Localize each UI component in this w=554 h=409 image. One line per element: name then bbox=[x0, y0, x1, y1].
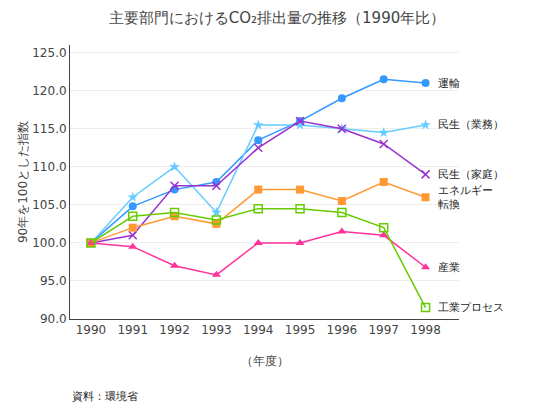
svg-text:110.0: 110.0 bbox=[32, 160, 66, 174]
svg-text:工業プロセス: 工業プロセス bbox=[438, 301, 504, 314]
svg-text:125.0: 125.0 bbox=[32, 46, 66, 60]
svg-text:主要部門におけるCO₂排出量の推移（1990年比）: 主要部門におけるCO₂排出量の推移（1990年比） bbox=[109, 9, 445, 27]
svg-text:1995: 1995 bbox=[285, 323, 316, 337]
svg-text:120.0: 120.0 bbox=[32, 84, 66, 98]
svg-text:1998: 1998 bbox=[410, 323, 441, 337]
svg-text:1993: 1993 bbox=[201, 323, 232, 337]
svg-text:105.0: 105.0 bbox=[32, 198, 66, 212]
svg-text:1997: 1997 bbox=[368, 323, 399, 337]
svg-text:（年度）: （年度） bbox=[241, 354, 289, 368]
svg-text:90年を100とした指数: 90年を100とした指数 bbox=[16, 121, 30, 243]
svg-text:1991: 1991 bbox=[117, 323, 148, 337]
svg-text:1992: 1992 bbox=[159, 323, 190, 337]
svg-text:エネルギー転換: エネルギー転換 bbox=[438, 184, 493, 211]
svg-text:100.0: 100.0 bbox=[32, 236, 66, 250]
svg-text:1990: 1990 bbox=[76, 323, 107, 337]
svg-text:産業: 産業 bbox=[438, 261, 460, 274]
svg-text:90.0: 90.0 bbox=[40, 312, 67, 326]
svg-text:資料：環境省: 資料：環境省 bbox=[72, 390, 138, 403]
svg-text:115.0: 115.0 bbox=[32, 122, 66, 136]
svg-text:1994: 1994 bbox=[243, 323, 274, 337]
svg-text:95.0: 95.0 bbox=[40, 274, 67, 288]
svg-text:1996: 1996 bbox=[327, 323, 358, 337]
svg-text:民生（業務）: 民生（業務） bbox=[438, 118, 504, 131]
svg-text:民生（家庭）: 民生（家庭） bbox=[438, 168, 504, 181]
svg-text:運輸: 運輸 bbox=[438, 77, 460, 90]
